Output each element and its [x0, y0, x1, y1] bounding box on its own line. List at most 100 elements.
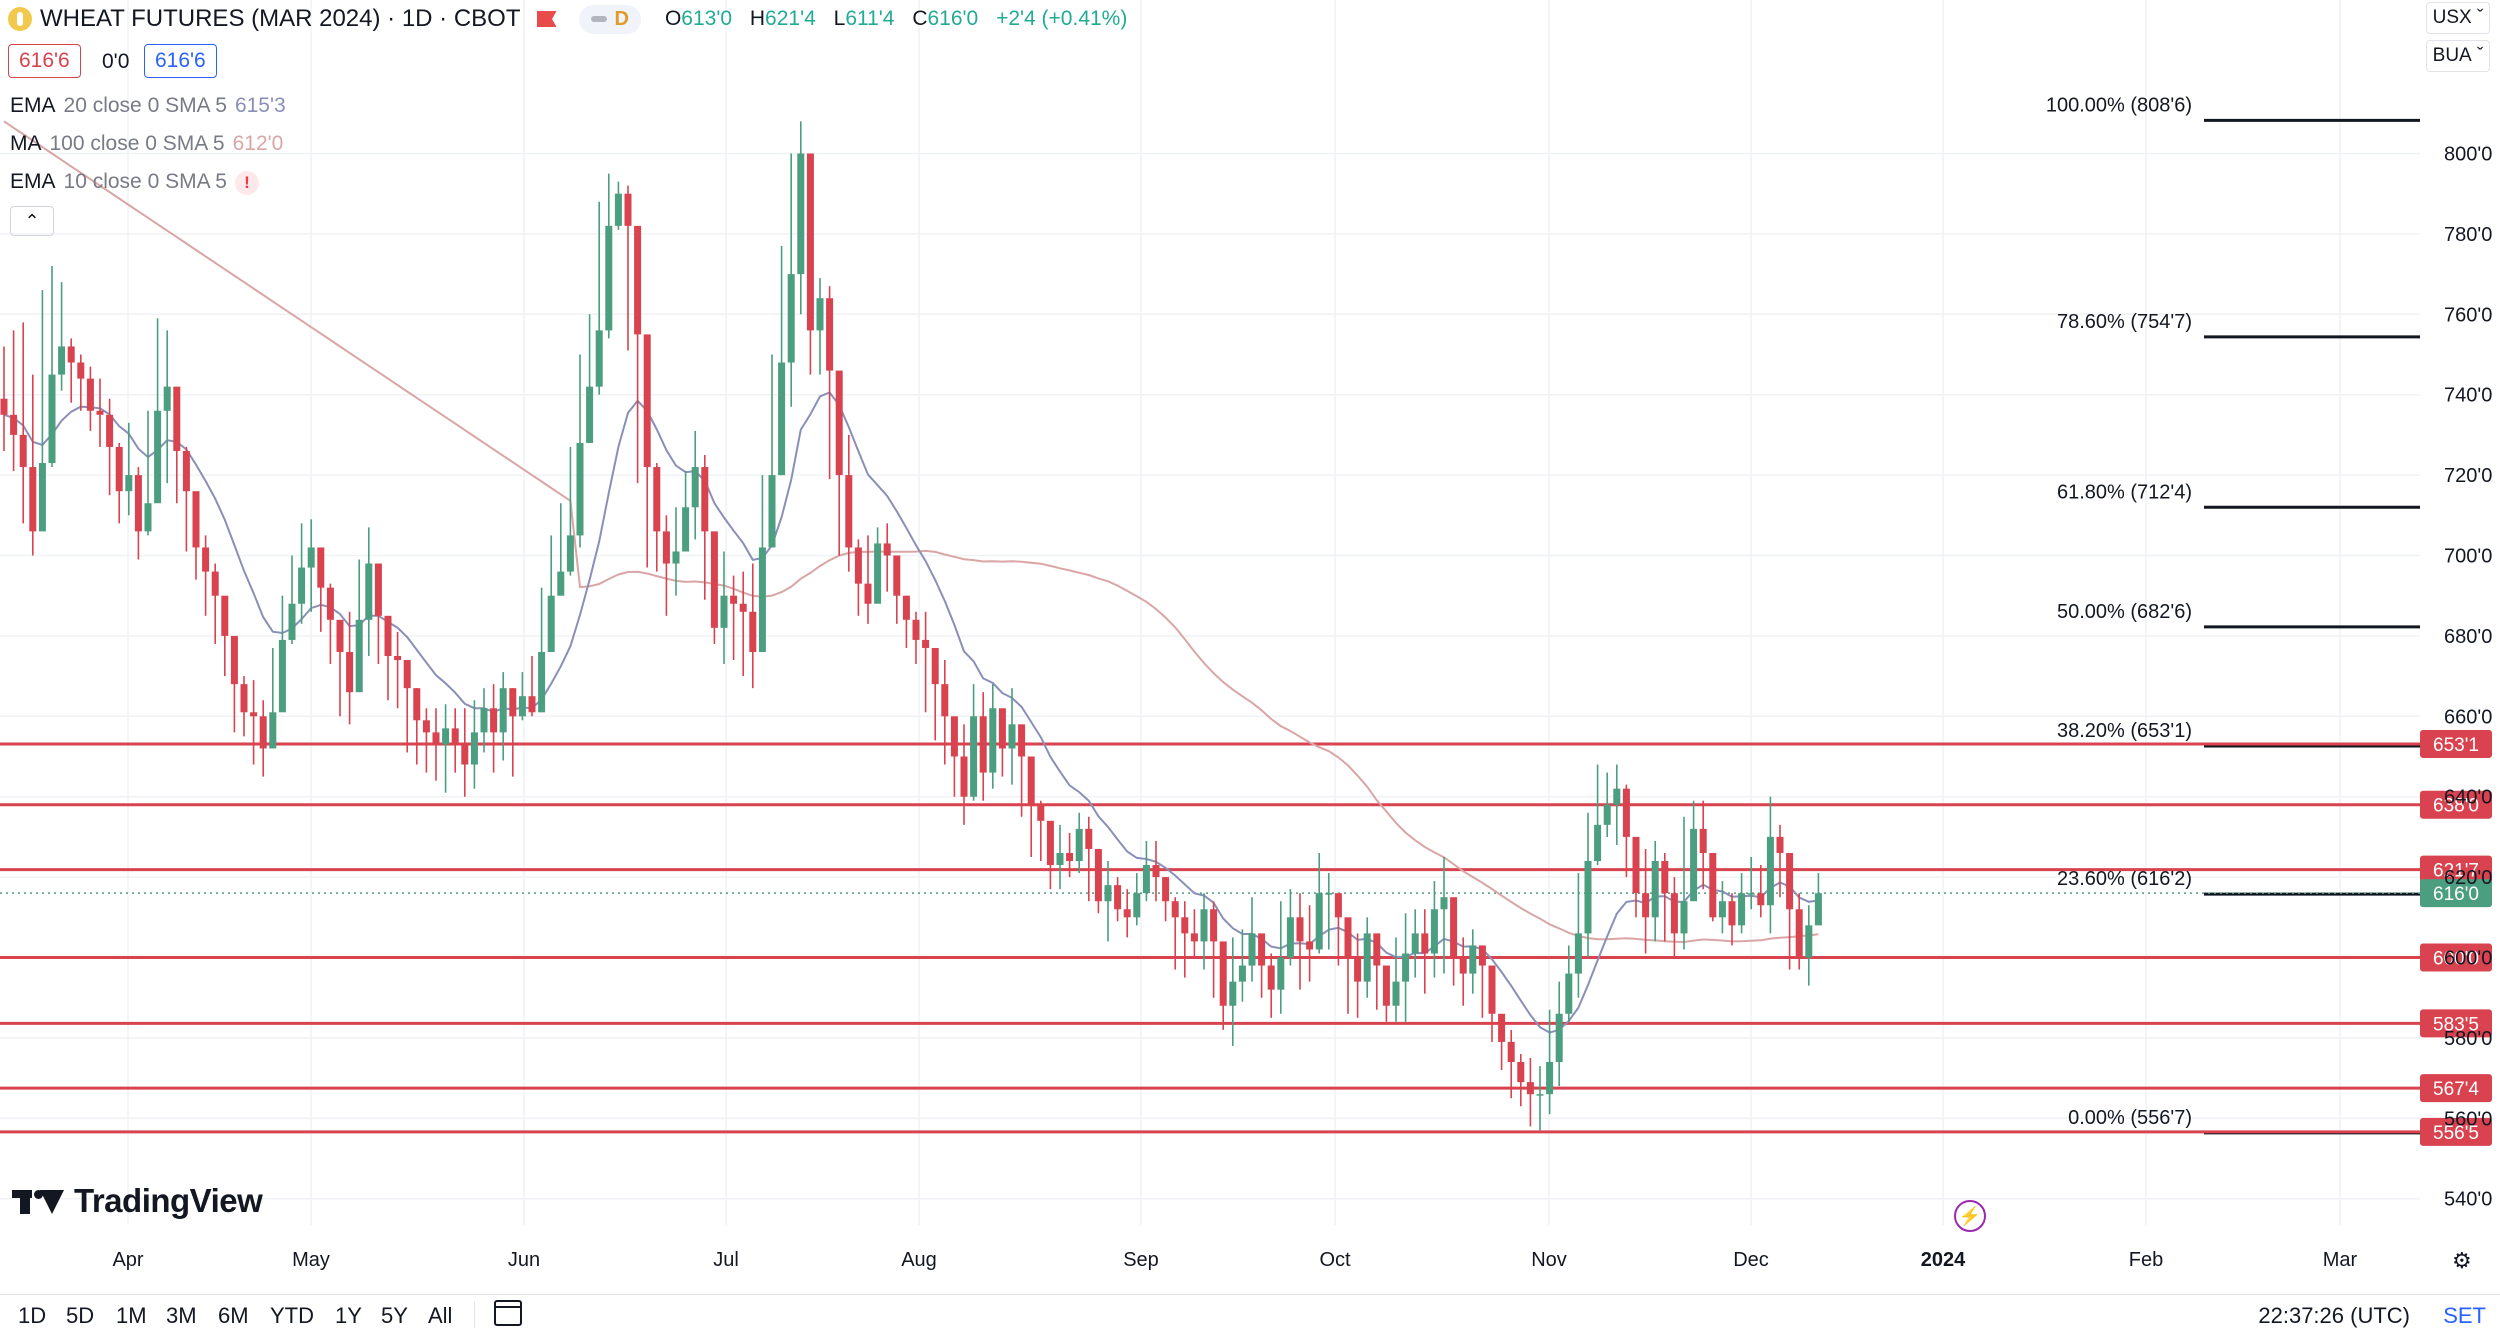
candle-body[interactable]: [1766, 836, 1774, 906]
tradingview-logo[interactable]: TradingView: [12, 1182, 263, 1220]
calendar-icon[interactable]: [494, 1300, 522, 1326]
candle-body[interactable]: [1747, 893, 1755, 895]
session-settings-button[interactable]: SET: [2443, 1303, 2486, 1328]
candle-body[interactable]: [845, 475, 853, 548]
candle-body[interactable]: [1325, 893, 1333, 895]
candle-body[interactable]: [970, 716, 978, 797]
candle-body[interactable]: [288, 603, 296, 640]
candle-body[interactable]: [730, 595, 738, 604]
candle-body[interactable]: [1430, 909, 1438, 954]
candle-body[interactable]: [864, 583, 872, 604]
candle-body[interactable]: [1642, 893, 1650, 918]
candle-body[interactable]: [989, 708, 997, 773]
candle-body[interactable]: [106, 414, 114, 447]
candle-body[interactable]: [1507, 1041, 1515, 1063]
candle-body[interactable]: [1795, 909, 1803, 958]
candle-body[interactable]: [1411, 933, 1419, 954]
candle-body[interactable]: [586, 386, 594, 443]
range-1m-button[interactable]: 1M: [116, 1303, 147, 1328]
candle-body[interactable]: [317, 547, 325, 588]
candle-body[interactable]: [480, 708, 488, 733]
candle-body[interactable]: [422, 720, 430, 733]
candle-body[interactable]: [614, 193, 622, 226]
candle-body[interactable]: [739, 603, 747, 612]
lightning-icon[interactable]: ⚡: [1954, 1200, 1986, 1232]
candle-body[interactable]: [1267, 965, 1275, 990]
candle-body[interactable]: [1526, 1082, 1534, 1095]
candle-body[interactable]: [38, 463, 46, 532]
candle-body[interactable]: [134, 475, 142, 532]
candle-body[interactable]: [1574, 933, 1582, 974]
range-3m-button[interactable]: 3M: [166, 1303, 197, 1328]
candle-body[interactable]: [384, 615, 392, 656]
candle-body[interactable]: [979, 716, 987, 773]
candle-body[interactable]: [1286, 917, 1294, 958]
candle-body[interactable]: [778, 362, 786, 476]
candle-body[interactable]: [1622, 788, 1630, 837]
candle-body[interactable]: [413, 688, 421, 721]
candle-body[interactable]: [1440, 897, 1448, 910]
candle-body[interactable]: [1680, 901, 1688, 934]
candle-body[interactable]: [941, 684, 949, 717]
candle-body[interactable]: [1190, 933, 1198, 942]
candle-body[interactable]: [67, 346, 75, 363]
candle-body[interactable]: [682, 507, 690, 552]
candle-body[interactable]: [432, 732, 440, 745]
candle-body[interactable]: [1469, 945, 1477, 974]
candle-body[interactable]: [1632, 836, 1640, 894]
candle-body[interactable]: [1238, 965, 1246, 982]
warning-icon[interactable]: !: [234, 171, 259, 195]
candle-body[interactable]: [1248, 933, 1256, 966]
candle-body[interactable]: [163, 386, 171, 411]
candle-body[interactable]: [1037, 804, 1045, 821]
candle-body[interactable]: [1709, 852, 1717, 918]
collapse-legend-button[interactable]: ⌃: [10, 206, 54, 236]
candle-body[interactable]: [874, 543, 882, 604]
candle-body[interactable]: [1728, 901, 1736, 926]
candle-body[interactable]: [307, 547, 315, 568]
candle-body[interactable]: [442, 728, 450, 745]
candle-body[interactable]: [1094, 848, 1102, 902]
candle-body[interactable]: [634, 225, 642, 335]
candle-body[interactable]: [538, 651, 546, 713]
candle-body[interactable]: [672, 551, 680, 564]
candle-body[interactable]: [154, 410, 162, 504]
flag-icon[interactable]: [536, 11, 557, 27]
candle-body[interactable]: [1478, 945, 1486, 966]
candle-body[interactable]: [125, 475, 133, 492]
candle-body[interactable]: [470, 732, 478, 765]
interval-pill[interactable]: D: [578, 4, 641, 34]
candle-body[interactable]: [1344, 917, 1352, 958]
sell-price-button[interactable]: 616'6: [8, 44, 81, 78]
candle-body[interactable]: [1450, 897, 1458, 958]
candle-body[interactable]: [221, 595, 229, 636]
candle-body[interactable]: [547, 595, 555, 652]
candle-body[interactable]: [950, 716, 958, 757]
candle-body[interactable]: [86, 378, 94, 411]
candle-body[interactable]: [1027, 756, 1035, 805]
candle-body[interactable]: [48, 374, 56, 464]
candle-body[interactable]: [1661, 861, 1669, 894]
candle-body[interactable]: [1306, 941, 1314, 950]
indicator-legend-ema10[interactable]: EMA 10 close 0 SMA 5!: [10, 170, 267, 195]
candle-body[interactable]: [326, 587, 334, 620]
candle-body[interactable]: [298, 567, 306, 604]
candle-body[interactable]: [1613, 788, 1621, 805]
candle-body[interactable]: [922, 639, 930, 648]
candle-body[interactable]: [192, 491, 200, 548]
candle-body[interactable]: [1046, 820, 1054, 866]
candle-body[interactable]: [701, 467, 709, 532]
candle-body[interactable]: [1699, 828, 1707, 853]
candle-body[interactable]: [182, 450, 190, 492]
candle-body[interactable]: [528, 696, 536, 713]
candle-body[interactable]: [96, 410, 104, 415]
candle-body[interactable]: [1315, 893, 1323, 950]
candle-body[interactable]: [806, 153, 814, 331]
candle-body[interactable]: [211, 571, 219, 596]
candle-body[interactable]: [1008, 724, 1016, 749]
candle-body[interactable]: [1181, 917, 1189, 934]
candle-body[interactable]: [1152, 865, 1160, 878]
candle-body[interactable]: [662, 531, 670, 564]
candle-body[interactable]: [1277, 957, 1285, 990]
candle-body[interactable]: [1738, 893, 1746, 926]
